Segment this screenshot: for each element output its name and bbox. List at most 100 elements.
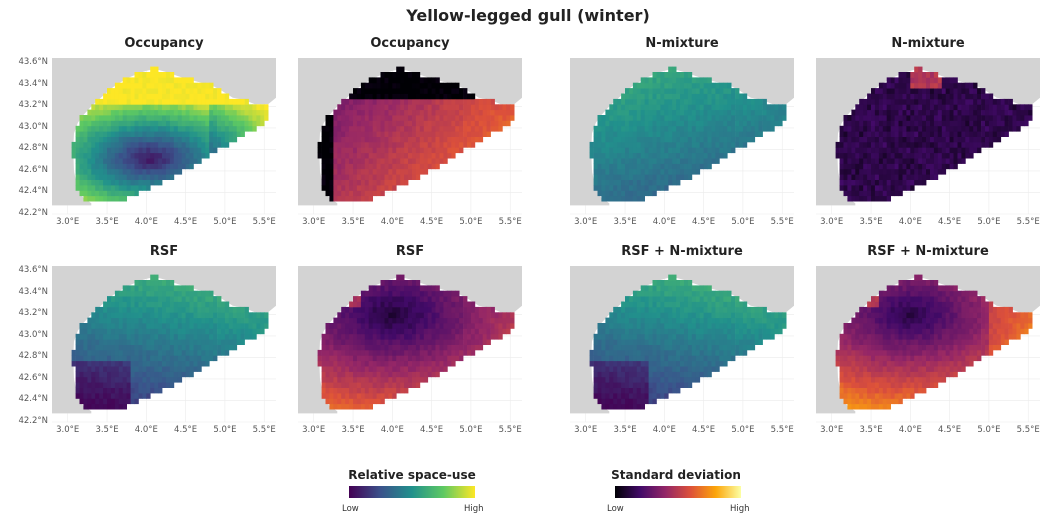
raster-cell bbox=[707, 125, 712, 132]
raster-cell bbox=[415, 339, 421, 345]
raster-cell bbox=[380, 125, 385, 132]
raster-cell bbox=[341, 98, 346, 105]
raster-cell bbox=[985, 115, 990, 121]
raster-cell bbox=[597, 168, 602, 175]
raster-cell bbox=[847, 179, 852, 186]
raster-cell bbox=[353, 136, 358, 143]
raster-cell bbox=[126, 174, 131, 180]
raster-cell bbox=[597, 131, 602, 137]
raster-cell bbox=[162, 147, 167, 154]
raster-cell bbox=[337, 339, 342, 345]
raster-cell bbox=[392, 163, 397, 170]
raster-cell bbox=[953, 158, 958, 164]
raster-cell bbox=[455, 339, 460, 345]
raster-cell bbox=[380, 296, 385, 302]
raster-cell bbox=[1012, 120, 1017, 127]
raster-cell bbox=[423, 376, 429, 383]
raster-cell bbox=[91, 163, 96, 170]
raster-cell bbox=[474, 328, 480, 335]
raster-cell bbox=[758, 98, 763, 105]
raster-cell bbox=[201, 312, 206, 319]
raster-cell bbox=[723, 93, 728, 100]
raster-cell bbox=[158, 88, 163, 94]
raster-cell bbox=[107, 333, 112, 340]
raster-cell bbox=[937, 147, 943, 154]
raster-cell bbox=[236, 104, 241, 111]
raster-cell bbox=[613, 115, 618, 121]
raster-cell bbox=[628, 136, 634, 143]
raster-cell bbox=[628, 355, 634, 362]
raster-cell bbox=[154, 387, 159, 394]
raster-cell bbox=[122, 93, 127, 100]
raster-cell bbox=[498, 312, 503, 319]
raster-cell bbox=[376, 104, 381, 111]
raster-cell bbox=[372, 109, 377, 116]
raster-cell bbox=[474, 136, 480, 143]
raster-cell bbox=[898, 185, 903, 191]
raster-cell bbox=[910, 174, 915, 180]
raster-cell bbox=[158, 158, 163, 164]
raster-cell bbox=[341, 168, 346, 175]
raster-cell bbox=[439, 333, 444, 340]
raster-cell bbox=[213, 93, 218, 100]
raster-cell bbox=[727, 88, 732, 94]
raster-cell bbox=[922, 104, 927, 111]
raster-cell bbox=[906, 168, 911, 175]
raster-cell bbox=[621, 398, 626, 405]
raster-cell bbox=[490, 328, 495, 335]
raster-cell bbox=[364, 88, 370, 94]
raster-cell bbox=[992, 120, 998, 127]
raster-cell bbox=[201, 88, 206, 94]
raster-cell bbox=[146, 290, 151, 297]
raster-cell bbox=[162, 355, 167, 362]
raster-cell bbox=[470, 301, 476, 308]
raster-cell bbox=[130, 328, 135, 335]
raster-cell bbox=[142, 179, 147, 186]
raster-cell bbox=[408, 355, 413, 362]
raster-cell bbox=[656, 82, 661, 89]
raster-cell bbox=[341, 355, 346, 362]
raster-cell bbox=[232, 317, 238, 324]
raster-cell bbox=[632, 317, 638, 324]
raster-cell bbox=[244, 125, 249, 132]
raster-cell bbox=[126, 120, 131, 127]
raster-cell bbox=[609, 179, 614, 186]
raster-cell bbox=[79, 174, 84, 180]
raster-cell bbox=[333, 387, 338, 394]
raster-cell bbox=[617, 136, 622, 143]
raster-cell bbox=[843, 163, 848, 170]
raster-cell bbox=[902, 77, 907, 84]
raster-cell bbox=[388, 115, 393, 121]
raster-cell bbox=[197, 306, 202, 313]
raster-cell bbox=[107, 403, 112, 410]
raster-cell bbox=[640, 136, 645, 143]
raster-cell bbox=[252, 125, 257, 132]
raster-cell bbox=[356, 104, 362, 111]
raster-cell bbox=[388, 317, 393, 324]
raster-cell bbox=[169, 344, 175, 351]
raster-cell bbox=[87, 349, 92, 356]
raster-cell bbox=[404, 179, 409, 186]
raster-cell bbox=[597, 339, 602, 345]
raster-cell bbox=[325, 168, 330, 175]
raster-cell bbox=[329, 398, 334, 405]
raster-cell bbox=[691, 104, 697, 111]
raster-cell bbox=[965, 93, 970, 100]
raster-cell bbox=[656, 109, 661, 116]
raster-cell bbox=[459, 328, 464, 335]
raster-cell bbox=[482, 317, 487, 324]
raster-cell bbox=[890, 131, 895, 137]
raster-cell bbox=[110, 185, 116, 191]
raster-cell bbox=[412, 136, 417, 143]
raster-cell bbox=[985, 109, 990, 116]
raster-cell bbox=[325, 376, 330, 383]
raster-cell bbox=[189, 109, 194, 116]
raster-cell bbox=[601, 190, 606, 197]
raster-cell bbox=[408, 125, 413, 132]
raster-cell bbox=[898, 82, 903, 89]
raster-cell bbox=[256, 328, 261, 335]
raster-cell bbox=[103, 179, 108, 186]
raster-cell bbox=[99, 306, 104, 313]
raster-cell bbox=[337, 328, 342, 335]
raster-cell bbox=[364, 174, 370, 180]
